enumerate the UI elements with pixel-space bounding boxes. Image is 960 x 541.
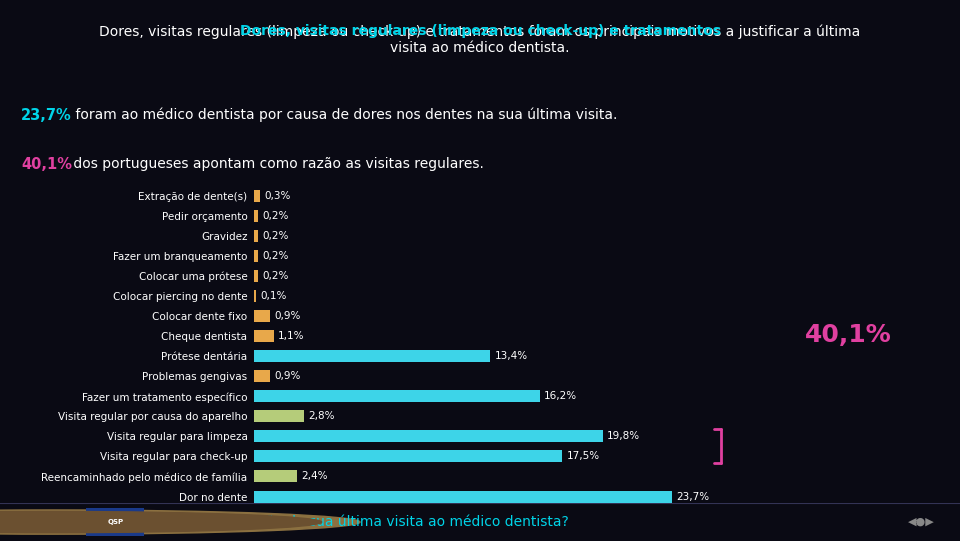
Text: QSP: QSP xyxy=(108,519,123,525)
Bar xyxy=(254,330,274,342)
Text: 16,2%: 16,2% xyxy=(544,391,577,401)
Bar xyxy=(254,431,603,443)
Text: foram ao médico dentista por causa de dores nos dentes na sua última visita.: foram ao médico dentista por causa de do… xyxy=(71,108,617,122)
Bar xyxy=(254,451,563,463)
Text: 2,8%: 2,8% xyxy=(308,411,335,421)
Bar xyxy=(254,270,258,282)
Bar xyxy=(254,190,259,202)
Text: Dores, visitas regulares (limpeza ou check-up) e tratamentos: Dores, visitas regulares (limpeza ou che… xyxy=(239,24,721,38)
Bar xyxy=(254,230,258,242)
Text: 0,2%: 0,2% xyxy=(262,231,289,241)
Bar xyxy=(254,370,271,382)
Text: 0,2%: 0,2% xyxy=(262,271,289,281)
Text: P9.: P9. xyxy=(168,515,193,529)
Bar xyxy=(254,290,256,302)
Bar xyxy=(254,250,258,262)
Text: 40,1%: 40,1% xyxy=(21,157,72,171)
Text: 13,4%: 13,4% xyxy=(494,351,528,361)
Text: Qual a razão da sua última visita ao médico dentista?: Qual a razão da sua última visita ao méd… xyxy=(190,515,569,529)
Text: 0,2%: 0,2% xyxy=(262,211,289,221)
Text: 19,8%: 19,8% xyxy=(608,431,640,441)
Text: 40,1%: 40,1% xyxy=(804,324,891,347)
Text: dos portugueses apontam como razão as visitas regulares.: dos portugueses apontam como razão as vi… xyxy=(69,157,484,170)
Text: 1,1%: 1,1% xyxy=(278,331,304,341)
Text: 0,9%: 0,9% xyxy=(275,371,301,381)
Bar xyxy=(254,310,271,322)
Bar xyxy=(254,471,297,483)
Bar xyxy=(254,411,303,423)
Bar xyxy=(254,491,672,503)
Text: 2,4%: 2,4% xyxy=(301,471,327,481)
Text: 0,3%: 0,3% xyxy=(264,191,291,201)
Text: Dores, visitas regulares (limpeza ou check-up) e tratamentos foram os principais: Dores, visitas regulares (limpeza ou che… xyxy=(100,24,860,55)
Text: 23,7%: 23,7% xyxy=(676,492,709,502)
Text: 0,9%: 0,9% xyxy=(275,311,301,321)
Text: 0,2%: 0,2% xyxy=(262,251,289,261)
Text: ◀●▶: ◀●▶ xyxy=(908,517,935,527)
Bar xyxy=(254,210,258,222)
Text: 0,1%: 0,1% xyxy=(260,291,287,301)
Circle shape xyxy=(0,510,360,534)
Bar xyxy=(254,390,540,403)
Circle shape xyxy=(0,511,322,533)
FancyBboxPatch shape xyxy=(86,507,144,537)
Text: 23,7%: 23,7% xyxy=(21,108,72,123)
Text: 17,5%: 17,5% xyxy=(566,451,600,461)
Bar xyxy=(254,350,491,362)
